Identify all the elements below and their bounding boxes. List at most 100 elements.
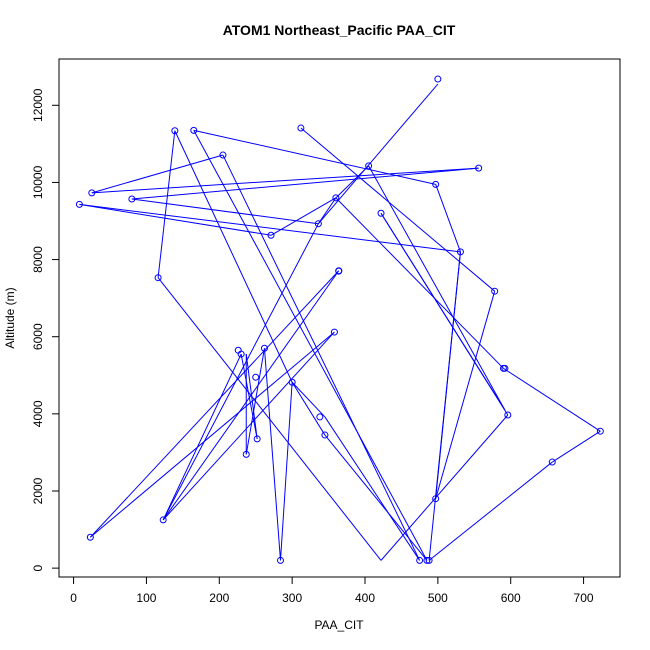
data-point bbox=[423, 556, 431, 564]
series-segment bbox=[222, 154, 421, 561]
data-point bbox=[332, 194, 340, 202]
data-point bbox=[434, 75, 442, 83]
series-segment bbox=[193, 129, 436, 185]
data-point bbox=[288, 378, 296, 386]
plot-frame bbox=[58, 58, 621, 578]
data-point bbox=[154, 274, 162, 282]
y-tick-label: 6000 bbox=[31, 323, 45, 350]
data-point bbox=[491, 287, 499, 295]
series-segment bbox=[335, 197, 504, 369]
data-point bbox=[330, 328, 338, 336]
data-point bbox=[456, 248, 464, 256]
series-segment bbox=[291, 381, 326, 418]
series-segment bbox=[79, 203, 272, 236]
data-point bbox=[219, 151, 227, 159]
series-segment bbox=[428, 461, 553, 561]
x-axis-label: PAA_CIT bbox=[314, 618, 364, 632]
data-point bbox=[267, 231, 275, 239]
data-point bbox=[128, 195, 136, 203]
data-point bbox=[321, 431, 329, 439]
data-point bbox=[242, 450, 250, 458]
series-segment bbox=[79, 203, 461, 253]
data-point bbox=[159, 516, 167, 524]
series-segment bbox=[157, 130, 176, 278]
series-segment bbox=[317, 197, 337, 224]
x-tick-label: 400 bbox=[355, 591, 375, 605]
x-tick-label: 700 bbox=[574, 591, 594, 605]
x-tick-label: 500 bbox=[428, 591, 448, 605]
data-point bbox=[335, 267, 343, 275]
series-segment bbox=[245, 348, 265, 455]
data-point bbox=[499, 364, 507, 372]
series-lines bbox=[79, 83, 601, 561]
series-segment bbox=[240, 353, 258, 440]
data-point bbox=[316, 413, 324, 421]
series-segment bbox=[263, 348, 281, 561]
data-point bbox=[365, 162, 373, 170]
data-point bbox=[416, 556, 424, 564]
series-segment bbox=[131, 198, 319, 225]
series-segment bbox=[380, 414, 509, 561]
series-segment bbox=[90, 331, 335, 538]
data-point bbox=[86, 533, 94, 541]
y-tick-label: 0 bbox=[31, 564, 45, 571]
x-tick-label: 0 bbox=[70, 591, 77, 605]
chart-title: ATOM1 Northeast_Pacific PAA_CIT bbox=[223, 22, 456, 38]
x-tick-label: 300 bbox=[282, 591, 302, 605]
data-point bbox=[171, 127, 179, 135]
data-point bbox=[252, 373, 260, 381]
series-segment bbox=[435, 251, 461, 499]
series-segment bbox=[435, 291, 496, 499]
data-point bbox=[377, 209, 385, 217]
series-segment bbox=[291, 381, 326, 436]
series-segment bbox=[380, 213, 509, 416]
y-tick-label: 10000 bbox=[31, 165, 45, 199]
series-segment bbox=[300, 127, 496, 292]
x-axis: 0 100 200 300 400 500 600 700 bbox=[70, 576, 594, 605]
series-segment bbox=[91, 167, 479, 194]
series-segment bbox=[435, 184, 461, 253]
data-point bbox=[504, 411, 512, 419]
y-tick-label: 8000 bbox=[31, 246, 45, 273]
series-segment bbox=[162, 270, 340, 521]
x-tick-label: 600 bbox=[501, 591, 521, 605]
y-tick-label: 2000 bbox=[31, 477, 45, 504]
data-point bbox=[260, 344, 268, 352]
series-segment bbox=[551, 430, 601, 463]
series-segment bbox=[91, 154, 224, 194]
series-segment bbox=[279, 382, 293, 561]
x-tick-label: 200 bbox=[209, 591, 229, 605]
series-segment bbox=[162, 223, 319, 521]
data-point bbox=[596, 427, 604, 435]
series-segment bbox=[324, 416, 421, 561]
y-axis: 0 2000 4000 6000 8000 10000 12000 bbox=[31, 88, 60, 571]
series-segment bbox=[270, 197, 337, 236]
data-point bbox=[75, 200, 83, 208]
series-segment bbox=[245, 353, 258, 439]
data-points bbox=[75, 75, 604, 564]
data-point bbox=[432, 180, 440, 188]
y-tick-label: 4000 bbox=[31, 400, 45, 427]
series-segment bbox=[162, 353, 242, 521]
series-segment bbox=[335, 165, 369, 199]
data-point bbox=[425, 556, 433, 564]
series-segment bbox=[193, 130, 428, 561]
y-tick-label: 12000 bbox=[31, 88, 45, 122]
data-point bbox=[88, 189, 96, 197]
data-point bbox=[314, 220, 322, 228]
series-segment bbox=[317, 83, 439, 225]
series-segment bbox=[368, 165, 506, 411]
series-segment bbox=[162, 331, 335, 521]
data-point bbox=[297, 124, 305, 132]
x-tick-label: 100 bbox=[136, 591, 156, 605]
series-segment bbox=[89, 270, 340, 538]
data-point bbox=[475, 164, 483, 172]
data-point bbox=[548, 458, 556, 466]
series-segment bbox=[324, 434, 428, 561]
data-point bbox=[190, 126, 198, 134]
data-point bbox=[432, 495, 440, 503]
series-segment bbox=[503, 367, 601, 432]
data-point bbox=[276, 556, 284, 564]
series-segment bbox=[131, 167, 479, 200]
